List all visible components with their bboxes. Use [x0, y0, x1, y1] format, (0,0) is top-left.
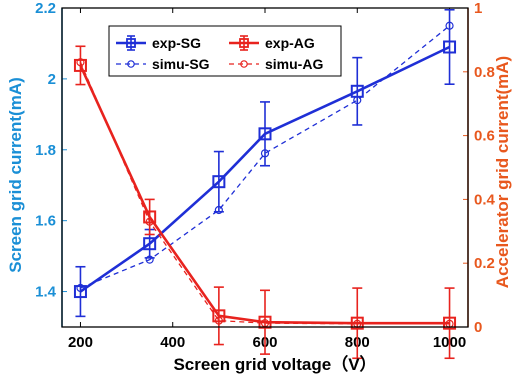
data-point	[143, 237, 157, 251]
data-point	[445, 21, 454, 30]
legend-item-exp-AG: exp-AG	[229, 35, 315, 51]
data-point	[73, 285, 87, 299]
y-left-tick-label: 1.4	[35, 284, 57, 301]
legend-item-simu-SG: simu-SG	[116, 56, 210, 72]
y-right-tick-label: 0.8	[474, 64, 495, 81]
legend-label: exp-SG	[152, 35, 201, 51]
x-axis-title: Screen grid voltage（V）	[173, 354, 376, 374]
y-right-tick-label: 0.6	[474, 128, 495, 145]
legend-swatch-marker	[239, 38, 249, 48]
y-right-tick-label: 1	[474, 0, 482, 17]
data-point	[212, 309, 226, 323]
legend-label: simu-SG	[152, 56, 210, 72]
legend-swatch-marker	[240, 60, 248, 68]
y-axis-right-title: Accelerator grid current(mA)	[493, 56, 512, 288]
data-point	[212, 175, 226, 189]
y-axis-left-title: Screen grid current(mA)	[6, 77, 25, 273]
y-left-tick-label: 2	[48, 71, 56, 88]
y-left-tick-label: 2.2	[35, 0, 56, 17]
legend-label: simu-AG	[265, 56, 323, 72]
y-left-tick-label: 1.8	[35, 142, 56, 159]
legend-box	[108, 25, 342, 77]
legend-swatch-marker	[126, 38, 136, 48]
y-right-tick-label: 0.2	[474, 255, 495, 272]
data-point	[76, 58, 85, 67]
data-point	[443, 40, 457, 54]
data-point	[258, 315, 272, 329]
data-point	[443, 316, 457, 330]
legend: exp-SG exp-AG simu-SG simu-AG	[108, 25, 342, 77]
series-line	[79, 61, 450, 325]
legend-item-exp-SG: exp-SG	[116, 35, 201, 51]
series-exp-AG	[73, 45, 457, 360]
y-right-tick-label: 0.4	[474, 191, 496, 208]
x-tick-label: 400	[160, 334, 185, 351]
plot-frame	[61, 7, 469, 328]
data-point	[353, 96, 362, 105]
legend-item-simu-AG: simu-AG	[229, 56, 323, 72]
y-left-tick-label: 1.6	[35, 213, 56, 230]
data-point	[145, 255, 154, 264]
data-point	[214, 316, 223, 325]
data-point	[214, 205, 223, 215]
series-line	[79, 45, 451, 293]
y-right-tick-label: 0	[474, 319, 482, 336]
data-point	[258, 127, 272, 141]
data-point	[260, 149, 270, 158]
x-tick-label: 200	[68, 334, 93, 351]
series-line	[79, 64, 450, 325]
data-point	[76, 283, 85, 293]
legend-swatch-marker	[127, 60, 135, 68]
legend-label: exp-AG	[265, 35, 315, 51]
series-simu-SG	[76, 21, 454, 293]
data-point	[73, 58, 87, 72]
data-point	[145, 217, 154, 226]
